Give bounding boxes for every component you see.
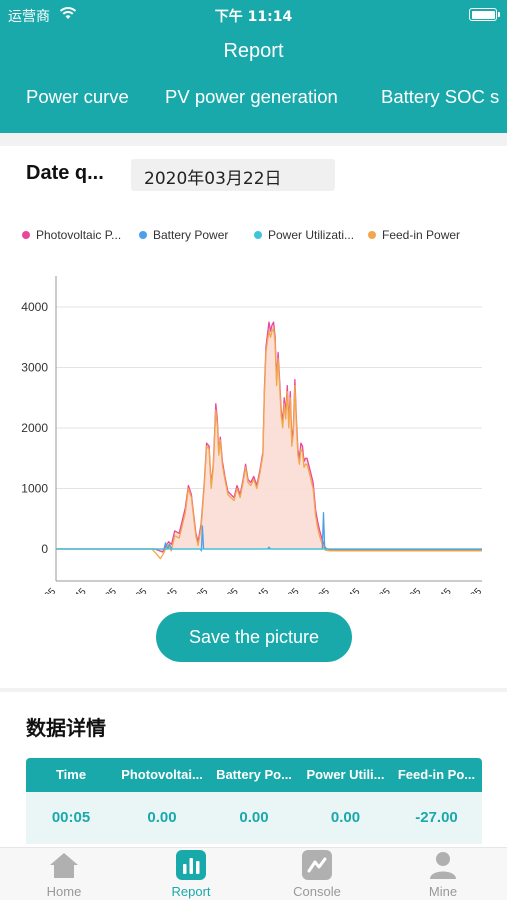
x-tick-label: 03:25 xyxy=(94,586,120,594)
tabbar-label: Report xyxy=(171,884,211,899)
legend-item-photovoltaic[interactable]: Photovoltaic P... xyxy=(22,228,121,242)
tabbar-console[interactable]: Console xyxy=(254,848,380,900)
tab-power-curve[interactable]: Power curve xyxy=(26,86,129,116)
legend-label: Feed-in Power xyxy=(382,228,461,242)
details-table: Time Photovoltai... Battery Po... Power … xyxy=(26,758,482,844)
cell-feed-in: -27.00 xyxy=(415,809,458,826)
y-tick-label: 0 xyxy=(41,542,48,556)
legend-dot-icon xyxy=(254,231,262,239)
legend-dot-icon xyxy=(139,231,147,239)
x-tick-label: 23:25 xyxy=(459,586,485,594)
wifi-icon xyxy=(59,7,77,19)
tabbar-report[interactable]: Report xyxy=(128,848,254,900)
person-icon xyxy=(430,852,456,879)
x-tick-label: 06:45 xyxy=(154,586,180,594)
tabbar-home[interactable]: Home xyxy=(1,848,127,900)
cell-battery: 0.00 xyxy=(239,809,269,826)
tabbar-label: Mine xyxy=(428,884,458,899)
x-tick-label: 18:25 xyxy=(367,586,393,594)
tabbar-label: Home xyxy=(46,884,82,899)
x-tick-label: 10:05 xyxy=(215,586,241,594)
y-tick-label: 1000 xyxy=(21,482,48,496)
save-picture-button[interactable]: Save the picture xyxy=(156,612,352,662)
bottom-tab-bar: Home Report Console Mine xyxy=(0,847,507,900)
column-header-battery: Battery Po... xyxy=(216,767,292,782)
legend-dot-icon xyxy=(22,231,30,239)
column-header-photovoltaic: Photovoltai... xyxy=(121,767,203,782)
status-bar: 运营商 下午 11:14 xyxy=(0,0,507,28)
x-tick-label: 13:25 xyxy=(276,586,302,594)
table-row: 00:05 0.00 0.00 0.00 -27.00 xyxy=(26,792,482,844)
y-tick-label: 4000 xyxy=(21,300,48,314)
column-header-time: Time xyxy=(55,767,87,782)
console-icon xyxy=(302,850,332,880)
report-tabs: Power curve PV power generation Battery … xyxy=(0,86,507,116)
y-tick-label: 2000 xyxy=(21,421,48,435)
legend-dot-icon xyxy=(368,231,376,239)
legend-label: Battery Power xyxy=(153,228,229,242)
details-title: 数据详情 xyxy=(26,716,106,740)
x-tick-label: 08:25 xyxy=(185,586,211,594)
legend-item-power-utilization[interactable]: Power Utilizati... xyxy=(254,228,354,242)
report-icon xyxy=(176,850,206,880)
home-icon xyxy=(50,853,78,878)
legend-item-battery[interactable]: Battery Power xyxy=(139,228,228,242)
y-tick-label: 3000 xyxy=(21,361,48,375)
series-line-2 xyxy=(56,512,482,552)
chart-legend: Photovoltaic P... Battery Power Power Ut… xyxy=(22,228,492,244)
x-tick-label: 20:05 xyxy=(398,586,424,594)
date-query-label: Date q... xyxy=(26,162,104,184)
tab-pv-power-generation[interactable]: PV power generation xyxy=(165,86,338,107)
cell-photovoltaic: 0.00 xyxy=(147,809,177,826)
carrier-label: 运营商 xyxy=(8,9,50,25)
x-tick-label: 16:45 xyxy=(337,586,363,594)
x-tick-label: 01:45 xyxy=(63,586,89,594)
details-card: 数据详情 Time Photovoltai... Battery Po... P… xyxy=(0,692,507,847)
power-curve-chart: 4000 3000 2000 1000 0 00:05 01:45 03:25 05:05 06:… xyxy=(21,276,485,594)
tabbar-label: Console xyxy=(293,884,341,899)
x-tick-label: 15:05 xyxy=(307,586,333,594)
x-tick-label: 11:45 xyxy=(246,586,271,594)
tabbar-mine[interactable]: Mine xyxy=(380,848,506,900)
battery-icon xyxy=(469,8,500,21)
x-tick-label: 05:05 xyxy=(124,586,150,594)
date-picker-field[interactable]: 2020年03月22日 xyxy=(131,159,335,191)
x-tick-label: 21:45 xyxy=(428,586,454,594)
tab-battery-soc[interactable]: Battery SOC s xyxy=(381,86,500,107)
table-header: Time Photovoltai... Battery Po... Power … xyxy=(26,758,482,792)
column-header-feed-in: Feed-in Po... xyxy=(397,767,476,782)
clock-label: 下午 11:14 xyxy=(214,9,293,25)
header-bar: 运营商 下午 11:14 Report Power curve PV power… xyxy=(0,0,507,133)
chart-card: Date q... 2020年03月22日 Photovoltaic P... … xyxy=(0,146,507,688)
legend-label: Photovoltaic P... xyxy=(36,228,122,242)
column-header-power-utilization: Power Utili... xyxy=(306,767,385,782)
series-line-1 xyxy=(56,327,482,560)
legend-label: Power Utilizati... xyxy=(268,228,355,242)
page-title: Report xyxy=(223,40,284,62)
series-area-0 xyxy=(56,322,482,552)
x-tick-label: 00:05 xyxy=(33,586,59,594)
cell-time: 00:05 xyxy=(51,809,91,826)
cell-power-utilization: 0.00 xyxy=(330,809,361,826)
legend-item-feed-in[interactable]: Feed-in Power xyxy=(368,228,460,242)
